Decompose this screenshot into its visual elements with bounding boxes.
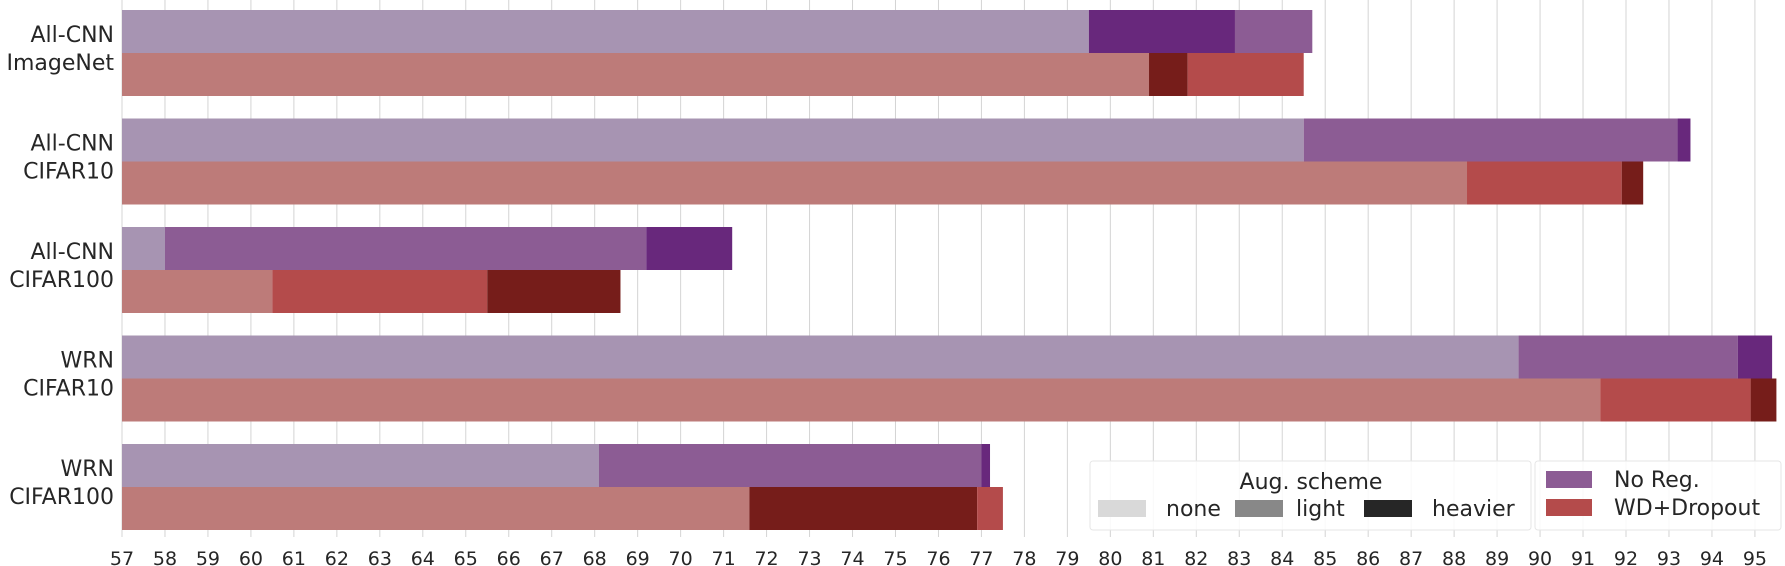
x-tick-label: 59	[196, 548, 220, 566]
x-tick-label: 68	[583, 548, 607, 566]
bar-segment	[1677, 118, 1691, 162]
legend-label-reg: No Reg.	[1614, 468, 1700, 493]
x-tick-label: 80	[1098, 548, 1122, 566]
x-tick-label: 77	[969, 548, 993, 566]
bar-segment	[122, 444, 599, 487]
bar-segment	[1187, 53, 1304, 96]
category-label: CIFAR100	[9, 268, 114, 293]
legend-swatch-heavier	[1364, 500, 1412, 517]
bar-segment	[122, 227, 165, 270]
bar-segment	[977, 487, 1003, 530]
x-tick-label: 84	[1270, 548, 1294, 566]
legend-label-none: none	[1166, 497, 1221, 522]
x-tick-label: 93	[1657, 548, 1681, 566]
bar-segment	[122, 378, 1601, 422]
x-tick-label: 67	[540, 548, 564, 566]
legend-swatch-reg	[1546, 499, 1592, 516]
bar-segment	[487, 270, 621, 313]
legend-label-heavier: heavier	[1432, 497, 1516, 522]
category-label: ImageNet	[6, 51, 114, 76]
bar-segment	[1149, 53, 1188, 96]
bar-segment	[272, 270, 488, 313]
legend-title: Aug. scheme	[1240, 470, 1383, 495]
legend-swatch-reg	[1546, 471, 1592, 488]
x-tick-label: 79	[1055, 548, 1079, 566]
bar-segment	[1600, 378, 1751, 422]
x-tick-label: 85	[1313, 548, 1337, 566]
x-tick-label: 74	[840, 548, 864, 566]
bar-segment	[646, 227, 733, 270]
legend-label-reg: WD+Dropout	[1614, 496, 1760, 521]
x-tick-label: 81	[1141, 548, 1165, 566]
bar-segment	[598, 444, 982, 487]
category-label: All-CNN	[31, 23, 115, 48]
bar-segment	[122, 118, 1304, 162]
x-tick-labels: 57 58 59 60 61 62 63 64 65 66 67 68 69 70 71 72 73 74 75 76…	[110, 548, 1767, 566]
bar-segment	[122, 10, 1089, 53]
x-tick-label: 76	[926, 548, 950, 566]
bar-segment	[981, 444, 991, 487]
x-tick-label: 95	[1743, 548, 1767, 566]
bar-segment	[1234, 10, 1313, 53]
legend-label-light: light	[1296, 497, 1345, 522]
x-tick-label: 83	[1227, 548, 1251, 566]
x-tick-label: 73	[797, 548, 821, 566]
x-tick-label: 75	[883, 548, 907, 566]
bar-segment	[1621, 161, 1644, 205]
x-tick-label: 69	[626, 548, 650, 566]
bar-segment	[122, 161, 1468, 205]
x-tick-label: 64	[411, 548, 435, 566]
x-tick-label: 70	[669, 548, 693, 566]
bar-segment	[164, 227, 647, 270]
x-tick-label: 87	[1399, 548, 1423, 566]
legend: Aug. scheme none light heavier No Reg. WD+Dro…	[1089, 460, 1782, 531]
x-tick-label: 66	[497, 548, 521, 566]
x-tick-label: 57	[110, 548, 134, 566]
bar-segment	[122, 335, 1519, 379]
bar-segment	[122, 270, 273, 313]
x-tick-label: 63	[368, 548, 392, 566]
bar-segment	[1467, 161, 1622, 205]
x-tick-label: 58	[153, 548, 177, 566]
x-tick-label: 78	[1012, 548, 1036, 566]
legend-swatch-light	[1235, 500, 1283, 517]
legend-box-reg	[1534, 460, 1782, 531]
x-tick-label: 91	[1571, 548, 1595, 566]
bar-segment	[122, 487, 750, 530]
category-label: All-CNN	[31, 240, 115, 265]
bar-segment	[122, 53, 1150, 96]
x-tick-label: 89	[1485, 548, 1509, 566]
x-tick-label: 61	[282, 548, 306, 566]
category-labels: All-CNN ImageNet All-CNN CIFAR10 All-CNN CIFA…	[6, 23, 114, 510]
category-label: CIFAR10	[23, 160, 114, 185]
x-tick-label: 90	[1528, 548, 1552, 566]
x-tick-label: 71	[712, 548, 736, 566]
category-label: CIFAR10	[23, 377, 114, 402]
category-label: All-CNN	[31, 132, 115, 157]
x-tick-label: 88	[1442, 548, 1466, 566]
bar-segment	[1737, 335, 1773, 379]
category-label: WRN	[61, 457, 115, 482]
legend-box-aug	[1089, 460, 1532, 531]
x-tick-label: 60	[239, 548, 263, 566]
bar-segment	[1088, 10, 1235, 53]
x-tick-label: 72	[754, 548, 778, 566]
bar-segment	[1303, 118, 1678, 162]
x-tick-label: 94	[1700, 548, 1724, 566]
bars	[122, 10, 1777, 530]
bar-segment	[749, 487, 978, 530]
x-tick-label: 82	[1184, 548, 1208, 566]
legend-swatch-none	[1098, 500, 1146, 517]
x-tick-label: 62	[325, 548, 349, 566]
category-label: WRN	[61, 349, 115, 374]
x-tick-label: 86	[1356, 548, 1380, 566]
x-tick-label: 65	[454, 548, 478, 566]
bar-segment	[1518, 335, 1738, 379]
bar-segment	[1750, 378, 1777, 422]
category-label: CIFAR100	[9, 485, 114, 510]
x-tick-label: 92	[1614, 548, 1638, 566]
